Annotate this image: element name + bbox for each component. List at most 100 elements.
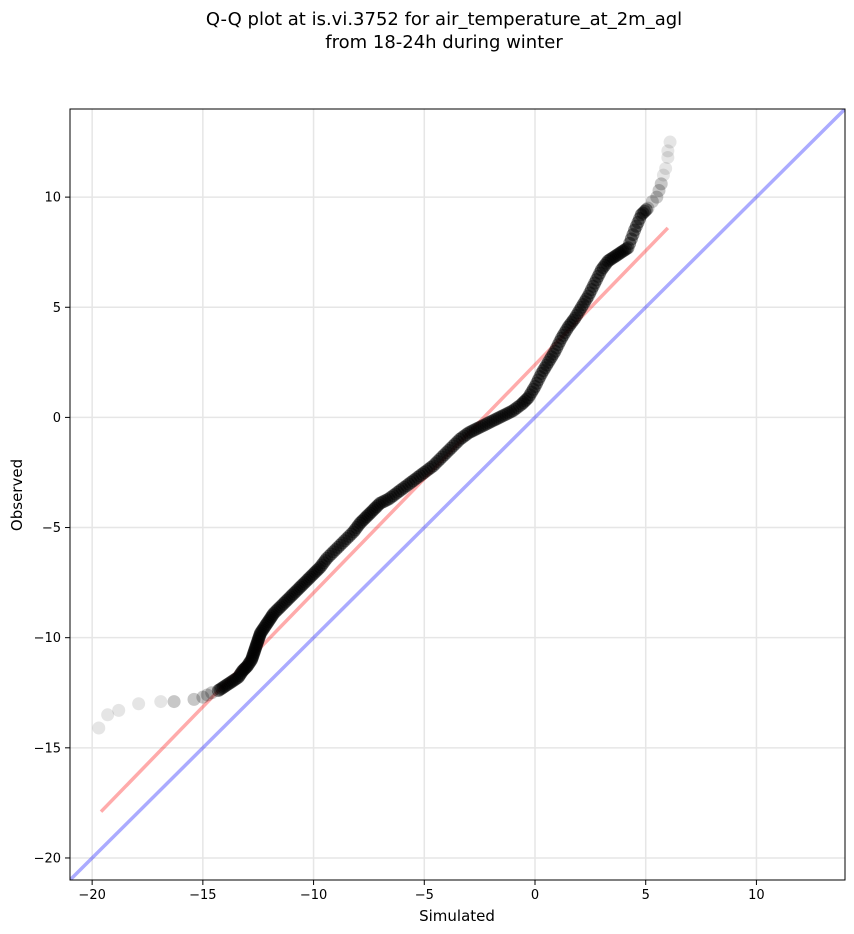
quantile-point	[525, 385, 539, 399]
quantile-point	[226, 674, 240, 688]
quantile-point	[581, 289, 595, 303]
quantile-point	[568, 311, 582, 325]
quantile-point	[303, 570, 317, 584]
quantile-point	[645, 195, 659, 209]
x-tick-label: 5	[642, 888, 650, 903]
x-axis-ticks: −20 −15 −10 −5 0 5 10	[78, 880, 765, 903]
quantile-point	[344, 527, 358, 541]
quantile-point	[259, 618, 273, 632]
grid-lines	[70, 109, 845, 880]
quantile-point	[623, 236, 637, 250]
quantile-point	[302, 572, 316, 586]
quantile-point	[287, 587, 301, 601]
quantile-point	[583, 286, 597, 300]
quantile-point	[200, 688, 214, 702]
quantile-point	[663, 135, 677, 149]
quantile-point	[408, 472, 422, 486]
quantile-point	[589, 273, 603, 287]
quantile-point	[278, 595, 292, 609]
quantile-point	[621, 241, 635, 255]
quantile-point	[417, 465, 431, 479]
quantile-point	[611, 247, 625, 261]
quantile-point	[501, 406, 515, 420]
quantile-point	[247, 646, 261, 660]
quantile-point	[593, 266, 607, 280]
quantile-point	[231, 670, 245, 684]
quantile-point	[205, 686, 219, 700]
quantile-point	[234, 667, 247, 681]
quantile-point	[290, 583, 304, 597]
quantile-point	[466, 424, 480, 438]
quantile-point	[652, 184, 666, 198]
quantile-point	[384, 490, 398, 504]
quantile-point	[273, 600, 287, 614]
quantile-point	[250, 638, 264, 652]
quantile-point	[223, 676, 237, 690]
quantile-point	[320, 551, 334, 565]
quantile-point	[132, 697, 146, 711]
quantile-point	[462, 426, 476, 440]
quantile-point	[650, 190, 664, 204]
quantile-point	[555, 331, 569, 345]
quantile-point	[239, 660, 253, 674]
quantile-point	[453, 432, 467, 446]
x-tick-label: −5	[415, 888, 434, 903]
quantile-point	[497, 408, 511, 422]
quantile-point	[243, 654, 257, 668]
quantile-point	[237, 663, 251, 677]
quantile-point	[624, 232, 638, 246]
quantile-point	[604, 252, 618, 266]
quantile-point	[216, 680, 230, 694]
quantile-point	[375, 495, 389, 509]
quantile-point	[257, 621, 271, 635]
quantile-point	[327, 545, 340, 559]
quantile-point	[263, 611, 277, 625]
quantile-point	[353, 516, 367, 530]
quantile-point	[187, 692, 201, 706]
quantile-point	[596, 261, 610, 275]
quantile-point	[255, 625, 269, 639]
quantile-point	[565, 316, 579, 330]
quantile-point	[365, 505, 379, 519]
y-tick-label: −15	[34, 741, 61, 756]
quantile-point	[238, 662, 252, 676]
quantile-point	[196, 690, 210, 704]
quantile-point	[356, 513, 370, 527]
x-tick-label: 0	[531, 888, 539, 903]
quantile-point	[360, 510, 374, 524]
quantile-point	[561, 320, 575, 334]
quantile-point	[285, 588, 299, 602]
quantile-point	[371, 498, 385, 512]
quantile-point	[484, 415, 498, 429]
quantile-point	[265, 610, 278, 624]
quantile-point	[250, 636, 264, 650]
quantile-point	[310, 563, 324, 577]
quantile-point	[520, 392, 534, 406]
quantile-point	[280, 593, 294, 607]
quantile-point	[616, 244, 630, 258]
quantile-point	[333, 538, 347, 552]
plot-frame	[69, 108, 846, 881]
quantile-point	[538, 361, 552, 375]
quantile-point	[631, 215, 645, 229]
quantile-point	[433, 452, 447, 466]
quantile-point	[413, 469, 427, 483]
quantile-point	[248, 643, 262, 657]
quantile-point	[515, 397, 529, 411]
quantile-point	[220, 678, 234, 692]
quantile-point	[457, 429, 471, 443]
quantile-point	[579, 292, 593, 306]
quantile-point	[260, 616, 274, 630]
quantile-point	[253, 626, 267, 640]
quantile-point	[506, 404, 520, 418]
y-tick-label: 0	[53, 411, 61, 426]
quantile-point	[428, 457, 442, 471]
quantile-point	[253, 628, 267, 642]
quantile-point	[599, 256, 613, 270]
quantile-point	[292, 582, 306, 596]
quantile-point	[211, 684, 225, 698]
quantile-point	[318, 554, 332, 568]
quantile-point	[659, 161, 673, 175]
quantile-point	[560, 323, 574, 337]
quantile-point	[322, 549, 336, 563]
